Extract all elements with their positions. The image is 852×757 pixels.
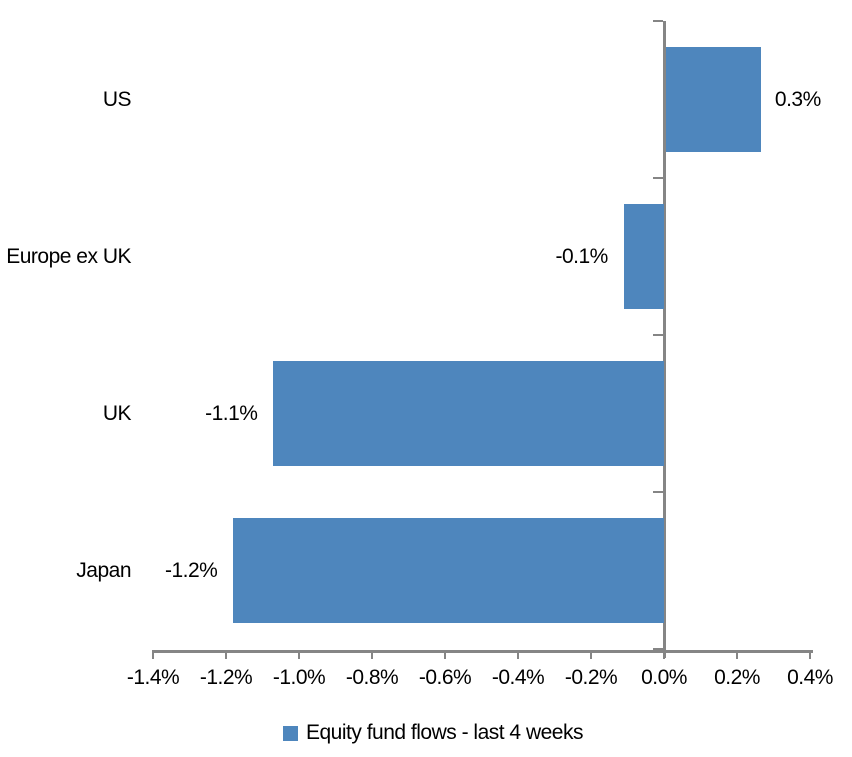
x-axis-tick: [517, 650, 519, 659]
y-axis-tick: [653, 334, 663, 336]
legend-marker-icon: [283, 725, 298, 741]
bar-europe-ex-uk: [623, 204, 664, 309]
legend-label: Equity fund flows - last 4 weeks: [306, 721, 583, 744]
legend: Equity fund flows - last 4 weeks: [283, 721, 583, 744]
value-label-us: 0.3%: [774, 87, 821, 111]
x-axis-tick-label: -1.0%: [272, 666, 326, 689]
x-axis-tick: [298, 650, 300, 659]
x-axis-tick-label: 0.0%: [641, 666, 687, 689]
y-axis-tick: [653, 20, 663, 22]
bar-uk: [273, 361, 664, 466]
x-axis-tick: [444, 650, 446, 659]
value-label-europe-ex-uk: -0.1%: [555, 244, 609, 268]
value-label-uk: -1.1%: [205, 401, 258, 425]
y-axis-tick: [653, 491, 663, 493]
x-axis-tick: [809, 650, 811, 659]
x-axis-tick: [736, 650, 738, 659]
category-label-europe-ex-uk: Europe ex UK: [6, 244, 131, 268]
category-label-uk: UK: [102, 401, 132, 425]
x-axis-tick-label: -0.6%: [418, 666, 472, 689]
x-axis-tick-label: -0.4%: [491, 666, 545, 689]
x-axis-line: [153, 650, 813, 653]
bar-japan: [233, 518, 664, 623]
y-axis-tick: [653, 177, 663, 179]
x-axis-tick: [152, 650, 154, 659]
x-axis-tick-label: -1.2%: [199, 666, 253, 689]
x-axis-tick-label: -0.8%: [345, 666, 399, 689]
x-axis-tick-label: 0.2%: [714, 666, 760, 689]
x-axis-tick-label: -0.2%: [564, 666, 618, 689]
x-axis-tick: [225, 650, 227, 659]
value-label-japan: -1.2%: [164, 558, 218, 582]
x-axis-tick: [663, 650, 665, 659]
x-axis-tick: [371, 650, 373, 659]
y-axis-tick: [653, 648, 663, 650]
x-axis-tick-label: 0.4%: [787, 666, 833, 689]
x-axis-tick: [590, 650, 592, 659]
category-label-us: US: [102, 87, 132, 111]
category-label-japan: Japan: [76, 558, 131, 582]
x-axis-tick-label: -1.4%: [126, 666, 180, 689]
bar-us: [666, 47, 761, 152]
zero-axis-line: [663, 21, 666, 658]
